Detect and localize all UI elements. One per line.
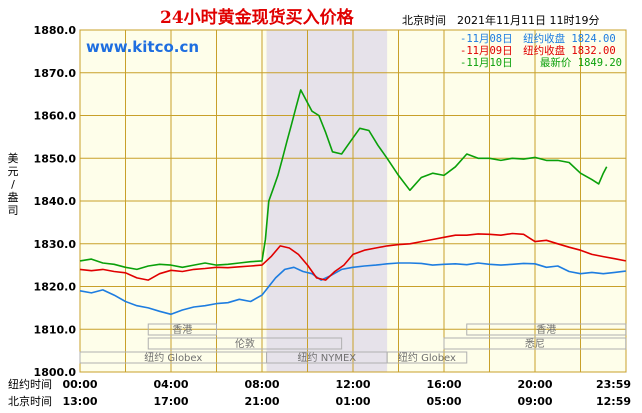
session-label: 悉尼 xyxy=(525,338,545,350)
session-label: 纽约 Globex xyxy=(398,351,456,364)
legend: -11月08日 纽约收盘 1824.00 -11月09日 纽约收盘 1832.0… xyxy=(460,32,622,69)
x-tick-label: 08:00 xyxy=(244,378,279,391)
y-unit-char: 美 xyxy=(8,152,19,165)
y-tick-label: 1800.0 xyxy=(34,366,77,379)
y-unit-label: 美元/盎司 xyxy=(8,152,19,217)
legend-item-1108: -11月08日 纽约收盘 1824.00 xyxy=(460,32,616,45)
x-tick-label: 16:00 xyxy=(426,378,461,391)
session-label: 伦敦 xyxy=(235,337,255,350)
y-tick-label: 1830.0 xyxy=(34,238,77,251)
x-tick-label: 04:00 xyxy=(153,378,188,391)
y-tick-label: 1820.0 xyxy=(34,281,77,294)
datetime-label: 北京时间 2021年11月11日 11时19分 xyxy=(402,13,599,27)
x-tick-label: 17:00 xyxy=(153,395,188,408)
y-unit-char: 司 xyxy=(8,204,19,217)
x-tick-label: 05:00 xyxy=(426,395,461,408)
x-tick-label: 01:00 xyxy=(335,395,370,408)
session-bar xyxy=(147,337,343,350)
series-line-11月08日 xyxy=(79,262,626,316)
session-label: 纽约 NYMEX xyxy=(298,351,357,364)
y-tick-label: 1880.0 xyxy=(34,24,77,37)
session-bar xyxy=(443,337,627,350)
watermark: www.kitco.cn xyxy=(86,38,199,56)
x-row-label-ny: 纽约时间 xyxy=(8,377,52,391)
session-label: 香港 xyxy=(172,324,192,336)
x-tick-label: 12:00 xyxy=(335,378,370,391)
y-tick-label: 1870.0 xyxy=(34,67,77,80)
y-tick-label: 1840.0 xyxy=(34,195,77,208)
series-line-11月10日 xyxy=(79,89,608,271)
y-unit-char: 元 xyxy=(8,165,19,178)
x-tick-label: 21:00 xyxy=(244,395,279,408)
x-tick-label: 23:59 xyxy=(596,378,631,391)
session-bar xyxy=(466,323,627,336)
x-tick-label: 09:00 xyxy=(517,395,552,408)
x-tick-label: 00:00 xyxy=(62,378,97,391)
y-tick-label: 1810.0 xyxy=(34,323,77,336)
session-label: 纽约 Globex xyxy=(144,351,202,364)
session-bar xyxy=(386,351,468,364)
x-tick-label: 20:00 xyxy=(517,378,552,391)
series-line-11月09日 xyxy=(79,232,626,281)
session-label: 香港 xyxy=(536,324,556,336)
x-tick-label: 12:59 xyxy=(596,395,631,408)
legend-item-1109: -11月09日 纽约收盘 1832.00 xyxy=(460,44,616,57)
y-unit-char: / xyxy=(11,178,15,191)
legend-item-1110: -11月10日 最新价 1849.20 xyxy=(460,56,622,69)
y-tick-label: 1860.0 xyxy=(34,110,77,123)
chart-title: 24小时黄金现货买入价格 xyxy=(160,7,355,28)
session-bar xyxy=(147,323,217,336)
x-row-label-beijing: 北京时间 xyxy=(8,394,52,408)
y-tick-label: 1850.0 xyxy=(34,152,77,165)
x-tick-label: 13:00 xyxy=(62,395,97,408)
y-unit-char: 盎 xyxy=(8,190,19,204)
